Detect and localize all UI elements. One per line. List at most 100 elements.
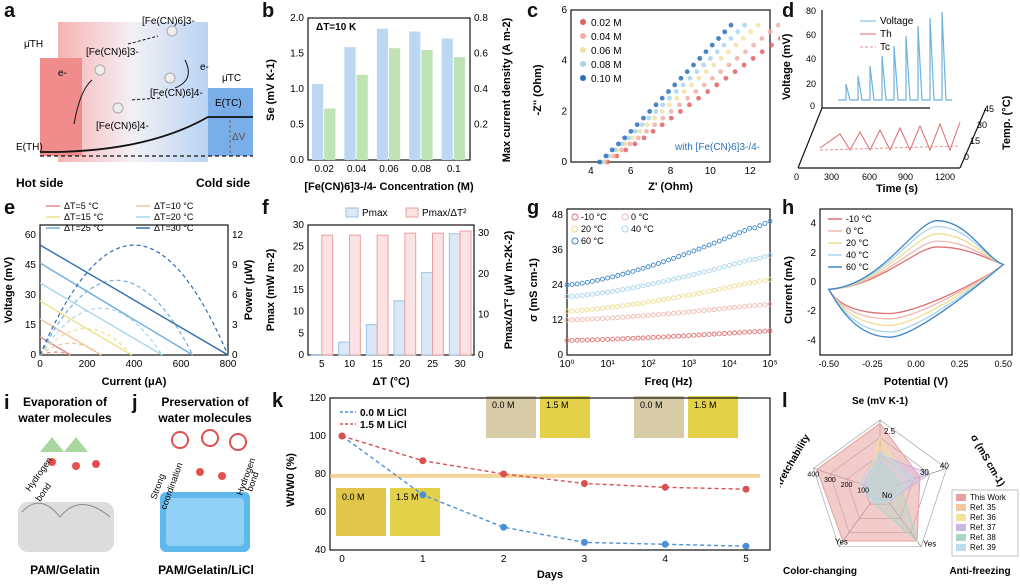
- mu-th: μ̄TH: [24, 39, 43, 50]
- k-point: [662, 484, 669, 491]
- g-point: [727, 263, 731, 267]
- d-ylabel: Voltage (mV): [781, 33, 793, 100]
- l-axis-label: Anti-freezing: [949, 566, 1010, 577]
- c-point: [652, 122, 657, 127]
- k-ytick: 60: [315, 507, 327, 518]
- e-xtick: 0: [37, 359, 43, 370]
- g-point: [580, 308, 584, 312]
- c-point: [714, 83, 719, 88]
- g-point: [595, 338, 599, 342]
- h-ytick: -4: [807, 335, 816, 346]
- g-point: [646, 283, 650, 287]
- g-point: [702, 245, 706, 249]
- h-xtick: -0.50: [818, 359, 839, 369]
- g-point: [616, 273, 620, 277]
- e-xtick: 400: [126, 359, 143, 370]
- g-point: [702, 290, 706, 294]
- g-point: [707, 289, 711, 293]
- k-series-line: [342, 436, 746, 489]
- c-point: [660, 102, 665, 107]
- g-point: [585, 293, 589, 297]
- g-point: [753, 281, 757, 285]
- g-point: [570, 283, 574, 287]
- g-point: [667, 278, 671, 282]
- g-point: [570, 309, 574, 313]
- g-point: [727, 235, 731, 239]
- g-point: [763, 329, 767, 333]
- g-point: [687, 274, 691, 278]
- g-point: [636, 336, 640, 340]
- b-bar-current-3: [421, 50, 432, 160]
- k-point: [500, 471, 507, 478]
- d-xtick-900: 900: [898, 172, 913, 182]
- c-point: [728, 36, 733, 41]
- g-point: [606, 316, 610, 320]
- g-point: [590, 317, 594, 321]
- k-ytick: 120: [309, 393, 326, 404]
- g-xtick: 10⁴: [722, 359, 737, 370]
- f-ytick: 30: [293, 220, 305, 231]
- c-point: [742, 63, 747, 68]
- g-point: [621, 288, 625, 292]
- g-point: [717, 332, 721, 336]
- l-tick-stretch: 200: [841, 482, 853, 489]
- c-point: [674, 96, 679, 101]
- c-point: [742, 23, 747, 28]
- k-point: [581, 539, 588, 546]
- g-point: [646, 265, 650, 269]
- k-xlabel: Days: [537, 569, 563, 581]
- g-point: [692, 309, 696, 313]
- b-y2tick: 0.4: [474, 84, 488, 95]
- g-point: [707, 308, 711, 312]
- g-legend-label: 60 °C: [581, 236, 604, 246]
- g-point: [656, 281, 660, 285]
- l-tick-sigma: 30: [920, 468, 929, 477]
- c-point: [729, 23, 734, 28]
- b-ytick: 1.0: [290, 84, 304, 95]
- l-tick-stretch: 100: [857, 488, 869, 495]
- g-point: [738, 231, 742, 235]
- f-bar-ratio-0: [322, 235, 333, 355]
- e-legend-label: ΔT=25 °C: [64, 223, 104, 233]
- f-ytick: 25: [293, 242, 305, 253]
- b-y2label: Max current density (A m-2): [501, 17, 513, 162]
- c-point: [743, 49, 748, 54]
- d-ytick-20: 20: [806, 79, 816, 89]
- d-ytick-0: 0: [810, 101, 815, 111]
- label-fe4-bot: [Fe(CN)6]4-: [96, 121, 149, 132]
- c-point: [685, 69, 690, 74]
- g-point: [667, 297, 671, 301]
- c-point: [722, 29, 727, 34]
- g-point: [697, 309, 701, 313]
- c-legend-label: 0.10 M: [591, 74, 622, 85]
- f-xtick: 10: [344, 359, 356, 370]
- b-ytick: 2.0: [290, 13, 304, 24]
- g-point: [626, 271, 630, 275]
- c-point: [644, 129, 649, 134]
- g-legend-marker: [572, 238, 578, 244]
- c-point: [726, 63, 731, 68]
- k-point: [743, 486, 750, 493]
- h-ylabel: Current (mA): [783, 256, 795, 324]
- panel-letter-e: e: [4, 197, 15, 220]
- label-etc: E(TC): [215, 98, 242, 109]
- g-point: [687, 293, 691, 297]
- c-point: [636, 135, 641, 140]
- g-xtick: 10²: [641, 359, 656, 370]
- c-point: [678, 109, 683, 114]
- c-point: [674, 89, 679, 94]
- c-point: [710, 76, 715, 81]
- d-depth-axis: [798, 108, 822, 168]
- l-axis-label: σ (mS cm-1): [968, 433, 1007, 489]
- g-point: [641, 284, 645, 288]
- c-legend-label: 0.04 M: [591, 32, 622, 43]
- panel-j: Preservation of water molecules Strong c…: [130, 392, 270, 582]
- g-point: [667, 258, 671, 262]
- g-point: [651, 263, 655, 267]
- g-point: [758, 280, 762, 284]
- mu-tc: μ̄TC: [222, 73, 241, 84]
- c-legend-label: 0.06 M: [591, 46, 622, 57]
